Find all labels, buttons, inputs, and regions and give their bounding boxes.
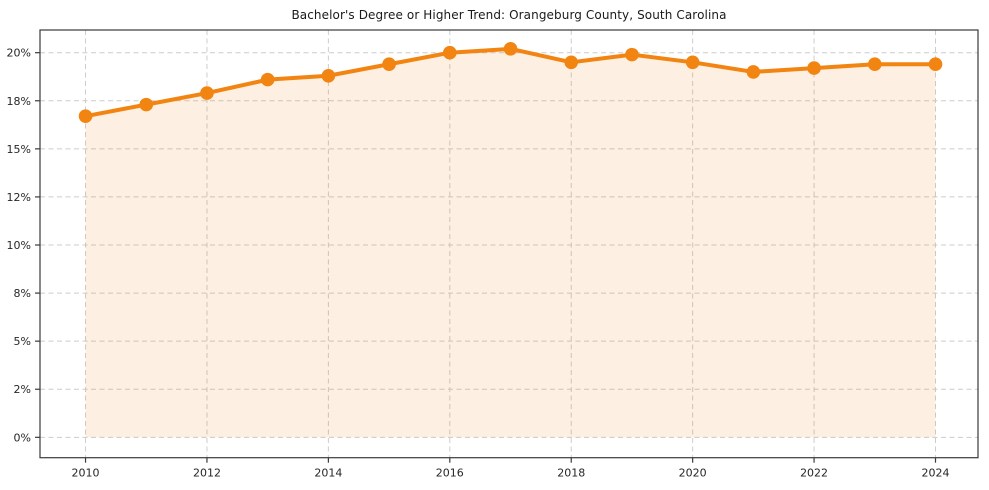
data-point-marker (867, 57, 882, 72)
data-point-marker (443, 45, 457, 60)
y-tick-label: 12% (7, 191, 31, 204)
data-point-marker (625, 47, 639, 62)
y-tick-label: 18% (7, 95, 31, 108)
data-point-marker (746, 65, 761, 79)
data-point-marker (564, 55, 579, 70)
data-point-marker (807, 61, 821, 75)
plot-border (39, 29, 979, 459)
data-point-marker (200, 86, 214, 100)
data-point-marker (685, 55, 700, 70)
y-tick-label: 20% (7, 47, 31, 60)
data-point-marker (78, 109, 93, 123)
x-tick-label: 2016 (436, 467, 464, 480)
x-tick-label: 2018 (557, 467, 585, 480)
x-tick-label: 2012 (193, 467, 221, 480)
x-tick-label: 2020 (679, 467, 707, 480)
chart-title: Bachelor's Degree or Higher Trend: Orang… (291, 8, 727, 22)
x-tick-label: 2024 (922, 467, 950, 480)
data-point-marker (321, 68, 336, 83)
y-tick-label: 8% (14, 287, 31, 300)
y-tick-label: 0% (14, 431, 31, 444)
area-fill (85, 48, 936, 438)
x-tick-label: 2014 (314, 467, 342, 480)
data-point-marker (928, 57, 943, 72)
y-tick-label: 2% (14, 383, 31, 396)
y-tick-label: 5% (14, 335, 31, 348)
y-tick-label: 10% (7, 239, 31, 252)
x-tick-label: 2010 (72, 467, 100, 480)
data-point-marker (260, 72, 275, 87)
y-tick-label: 15% (7, 143, 31, 156)
x-tick-label: 2022 (800, 467, 828, 480)
data-point-marker (503, 42, 518, 56)
data-point-marker (139, 97, 154, 112)
data-point-marker (382, 57, 396, 72)
